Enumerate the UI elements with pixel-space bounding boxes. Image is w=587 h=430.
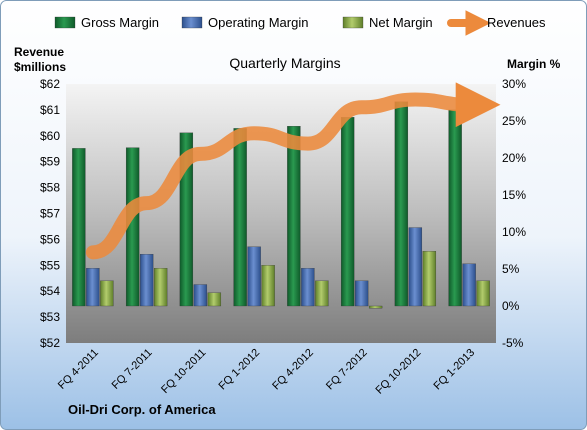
left-axis-label-line1: Revenue [14,45,64,59]
bar-series [72,101,490,309]
bar-operating-margin [301,268,315,307]
right-tick-label: 15% [502,188,526,202]
bar-operating-margin [462,263,476,307]
bar-net-margin [207,292,222,307]
legend-item-gross-margin: Gross Margin [54,15,159,30]
bar-gross-margin [448,109,462,307]
legend-swatch [181,16,203,29]
legend-swatch [342,16,364,29]
bar-net-margin [422,251,437,307]
bar-net-margin [261,265,275,307]
left-tick-label: $60 [40,129,60,143]
left-tick-label: $55 [40,258,60,272]
left-axis-label-line2: $millions [14,60,66,74]
bar-gross-margin [287,126,301,307]
left-axis-ticks: $52 $53 $54 $55 $56 $57 $58 $59 $60 $61 $62 [40,77,60,350]
left-tick-label: $59 [40,155,60,169]
revenues-point [146,203,147,204]
right-tick-label: 0% [502,299,520,313]
right-tick-label: 25% [502,114,526,128]
bar-net-margin [153,268,168,307]
legend-item-revenues: Revenues [447,10,546,36]
revenues-point [307,143,308,144]
footer-company: Oil-Dri Corp. of America [68,402,216,417]
bar-operating-margin [408,227,423,307]
bar-gross-margin [179,132,194,307]
revenues-point [469,104,470,105]
left-tick-label: $52 [40,336,60,350]
bar-net-margin [368,305,383,309]
legend-item-operating-margin: Operating Margin [181,15,308,30]
bar-gross-margin [72,148,86,307]
revenues-point [254,133,255,134]
legend-swatch [54,16,76,29]
legend-item-net-margin: Net Margin [342,15,433,30]
right-tick-label: 30% [502,77,526,91]
legend-label: Operating Margin [208,15,308,30]
bar-operating-margin [354,280,369,307]
bar-net-margin [476,280,490,307]
right-axis-ticks: -5% 0% 5% 10% 15% 20% 25% 30% [502,77,526,350]
left-tick-label: $57 [40,207,60,221]
revenues-point [200,153,201,154]
legend-label: Gross Margin [81,15,159,30]
revenue-line [85,82,501,260]
left-tick-label: $54 [40,284,60,298]
legend-label: Net Margin [369,15,433,30]
right-tick-label: 20% [502,151,526,165]
bar-operating-margin [193,284,208,307]
bar-gross-margin [394,101,409,307]
bar-operating-margin [139,254,154,307]
left-tick-label: $62 [40,77,60,91]
bar-operating-margin [86,268,100,307]
legend: Gross Margin Operating Margin Net Margin Re… [54,10,546,36]
chart-title: Quarterly Margins [229,55,340,71]
bar-gross-margin [233,128,247,307]
left-tick-label: $53 [40,310,60,324]
right-tick-label: 10% [502,225,526,239]
revenues-point [361,107,362,108]
left-tick-label: $58 [40,181,60,195]
legend-label: Revenues [487,15,546,30]
bar-net-margin [100,280,114,307]
right-axis-label: Margin % [507,57,561,71]
right-tick-label: -5% [502,336,524,350]
bar-gross-margin [340,117,355,307]
bar-operating-margin [247,246,261,307]
left-tick-label: $61 [40,103,60,117]
right-tick-label: 5% [502,262,520,276]
revenues-point [415,99,416,100]
revenues-point [92,252,93,253]
bar-net-margin [315,280,329,307]
left-tick-label: $56 [40,232,60,246]
revenues-line [85,82,501,260]
